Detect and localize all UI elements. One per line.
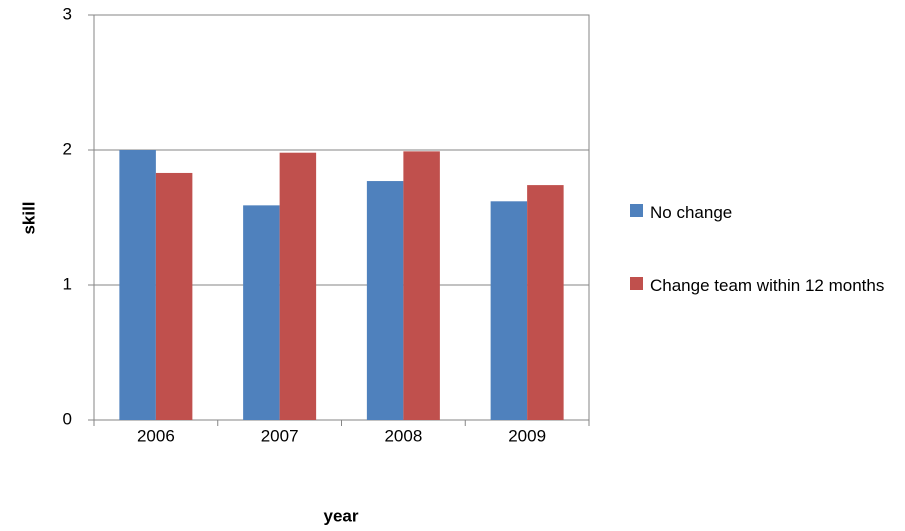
x-tick-label: 2009 [508, 426, 546, 445]
legend-swatch [630, 204, 643, 217]
y-tick-label: 2 [63, 139, 72, 158]
y-tick-label: 3 [63, 4, 72, 23]
x-tick-label: 2008 [384, 426, 422, 445]
legend-item: No change [630, 200, 900, 225]
bar [279, 152, 317, 420]
y-tick-label: 0 [63, 409, 72, 428]
bar [243, 205, 280, 420]
bar [527, 185, 564, 420]
y-tick-label: 1 [63, 274, 72, 293]
bar [490, 201, 528, 420]
legend-label: No change [650, 203, 733, 222]
x-tick-label: 2006 [137, 426, 175, 445]
legend-swatch [630, 277, 643, 290]
legend: No change Change team within 12 months [630, 200, 900, 346]
bar [155, 172, 193, 420]
x-axis-label: year [324, 506, 359, 525]
y-axis-label: skill [19, 201, 38, 234]
bar [366, 181, 404, 420]
legend-item: Change team within 12 months [630, 273, 900, 298]
x-tick-label: 2007 [261, 426, 299, 445]
bar [119, 150, 156, 420]
bar [403, 151, 440, 420]
legend-label: Change team within 12 months [650, 276, 885, 295]
